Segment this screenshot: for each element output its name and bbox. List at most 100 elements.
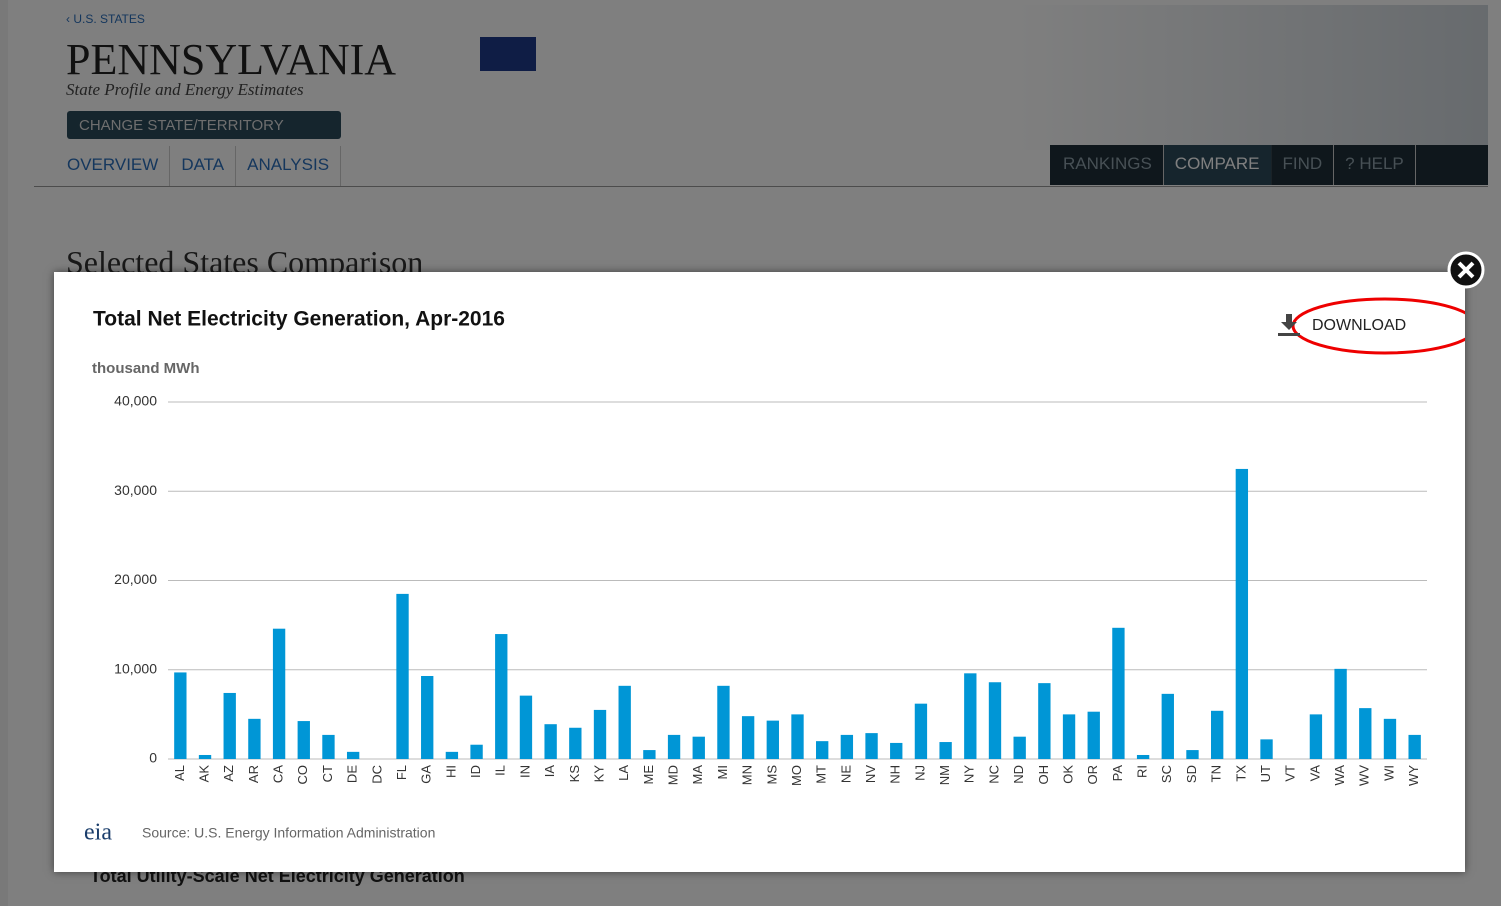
- bar: [1186, 750, 1199, 759]
- x-tick-label: AZ: [221, 765, 236, 782]
- bar: [495, 634, 508, 759]
- chart-title: Total Net Electricity Generation, Apr-20…: [93, 308, 505, 331]
- x-tick-label: KS: [567, 765, 582, 783]
- bar: [1161, 693, 1174, 759]
- x-tick-label: NC: [986, 765, 1001, 784]
- bar: [1359, 708, 1372, 759]
- x-tick-label: AK: [196, 765, 211, 783]
- bar: [816, 741, 829, 759]
- bar: [667, 734, 681, 759]
- x-tick-label: NY: [962, 765, 977, 783]
- bar: [223, 692, 236, 759]
- bar: [272, 628, 286, 759]
- bar: [988, 682, 1002, 759]
- x-tick-label: MS: [764, 765, 779, 785]
- bar: [1235, 468, 1249, 759]
- x-tick-label: LA: [616, 765, 631, 781]
- x-tick-label: PA: [1110, 765, 1125, 782]
- x-tick-label: VT: [1283, 765, 1298, 782]
- bar: [1334, 668, 1347, 759]
- x-tick-label: ID: [468, 765, 483, 778]
- bar: [174, 672, 187, 759]
- y-tick-label: 40,000: [114, 393, 157, 409]
- x-tick-label: MI: [715, 765, 730, 779]
- bar: [791, 714, 804, 759]
- bar: [1136, 754, 1150, 759]
- bar: [1210, 710, 1224, 759]
- x-tick-label: WY: [1406, 765, 1421, 786]
- x-tick-label: ND: [1011, 765, 1026, 784]
- x-tick-label: KY: [591, 765, 606, 783]
- bar: [618, 685, 631, 759]
- close-button[interactable]: [1446, 250, 1486, 290]
- bar: [396, 593, 409, 759]
- x-tick-label: IA: [542, 765, 557, 778]
- bar: [692, 736, 705, 759]
- x-tick-label: UT: [1258, 765, 1273, 782]
- bar: [766, 720, 779, 759]
- x-tick-label: OK: [1060, 765, 1075, 784]
- y-tick-label: 10,000: [114, 660, 157, 676]
- x-tick-label: WA: [1332, 765, 1347, 786]
- x-tick-label: MD: [666, 765, 681, 785]
- bar: [322, 734, 335, 759]
- bar: [1309, 714, 1323, 759]
- x-tick-label: IN: [517, 765, 532, 778]
- bar: [297, 721, 310, 759]
- bar: [1408, 734, 1421, 759]
- x-tick-label: TX: [1233, 765, 1248, 782]
- source-note: Source: U.S. Energy Information Administ…: [142, 825, 435, 841]
- x-tick-label: CT: [320, 765, 335, 782]
- bar: [248, 718, 261, 759]
- x-tick-label: TN: [1209, 765, 1224, 782]
- x-tick-label: WI: [1381, 765, 1396, 781]
- bar: [643, 750, 656, 759]
- bar: [519, 695, 533, 759]
- x-tick-label: CA: [271, 765, 286, 783]
- bar: [1062, 714, 1076, 759]
- bar: [1013, 736, 1026, 759]
- bar: [593, 709, 607, 759]
- y-tick-label: 0: [149, 750, 157, 766]
- x-tick-label: FL: [394, 765, 409, 780]
- bar: [1038, 683, 1051, 759]
- x-tick-label: IL: [493, 765, 508, 776]
- x-tick-label: NE: [838, 765, 853, 783]
- bar: [569, 727, 582, 759]
- x-tick-label: RI: [1135, 765, 1150, 778]
- bar: [421, 675, 434, 759]
- x-tick-label: MN: [740, 765, 755, 785]
- bar: [890, 742, 903, 759]
- x-tick-label: NJ: [912, 765, 927, 781]
- bar: [198, 754, 212, 759]
- x-tick-label: SC: [1159, 765, 1174, 783]
- x-tick-label: VA: [1307, 765, 1322, 782]
- bar: [1087, 711, 1100, 759]
- x-tick-label: AL: [172, 765, 187, 781]
- x-tick-label: HI: [443, 765, 458, 778]
- x-tick-label: MT: [814, 765, 829, 784]
- bar: [964, 673, 977, 759]
- bar: [741, 716, 755, 759]
- bar: [840, 734, 854, 759]
- bar: [1260, 739, 1273, 759]
- x-tick-label: MO: [789, 765, 804, 786]
- y-axis-label: thousand MWh: [92, 360, 199, 377]
- x-tick-label: MA: [690, 765, 705, 785]
- bar: [939, 742, 952, 759]
- x-tick-label: WV: [1357, 765, 1372, 786]
- x-tick-label: NH: [888, 765, 903, 784]
- bar: [1383, 718, 1397, 759]
- download-button[interactable]: DOWNLOAD: [1312, 317, 1406, 334]
- y-tick-label: 20,000: [114, 571, 157, 587]
- x-tick-label: ME: [641, 765, 656, 785]
- download-icon: [1278, 314, 1300, 336]
- bar: [346, 751, 360, 759]
- bar: [544, 724, 557, 759]
- x-tick-label: OR: [1085, 765, 1100, 785]
- y-tick-label: 30,000: [114, 482, 157, 498]
- bar: [717, 685, 730, 759]
- bar: [865, 733, 878, 759]
- x-tick-label: NM: [937, 765, 952, 785]
